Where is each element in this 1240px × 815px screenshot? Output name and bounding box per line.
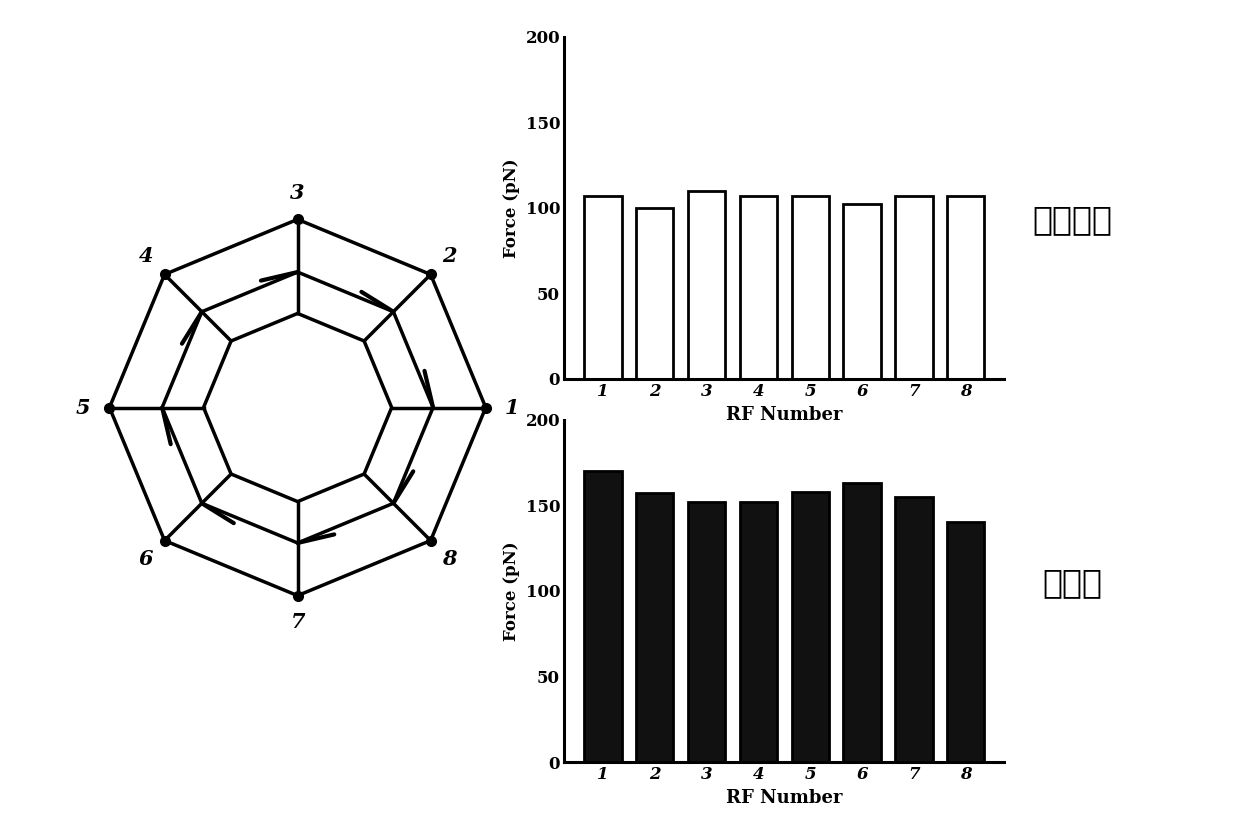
Bar — [740, 502, 777, 762]
Text: 常规静置: 常规静置 — [1033, 204, 1112, 236]
Text: 2: 2 — [441, 246, 456, 266]
Bar — [584, 196, 621, 379]
Text: 3: 3 — [290, 183, 305, 203]
Bar — [947, 522, 985, 762]
Bar — [584, 471, 621, 762]
X-axis label: RF Number: RF Number — [727, 406, 842, 424]
Bar — [843, 205, 880, 379]
Bar — [688, 502, 725, 762]
X-axis label: RF Number: RF Number — [727, 789, 842, 807]
Bar — [636, 208, 673, 379]
Text: 8: 8 — [441, 549, 456, 569]
Text: 5: 5 — [76, 398, 91, 417]
Text: 7: 7 — [290, 612, 305, 632]
Bar — [688, 191, 725, 379]
Text: 4: 4 — [139, 246, 154, 266]
Bar — [947, 196, 985, 379]
Bar — [740, 196, 777, 379]
Bar — [636, 493, 673, 762]
Bar — [843, 483, 880, 762]
Text: 1: 1 — [505, 398, 520, 417]
Text: 逆时针: 逆时针 — [1043, 566, 1102, 599]
Bar — [791, 491, 828, 762]
Y-axis label: Force (pN): Force (pN) — [503, 541, 520, 641]
Y-axis label: Force (pN): Force (pN) — [503, 158, 520, 258]
Text: 6: 6 — [139, 549, 154, 569]
Bar — [791, 196, 828, 379]
Bar — [895, 496, 932, 762]
Bar — [895, 196, 932, 379]
